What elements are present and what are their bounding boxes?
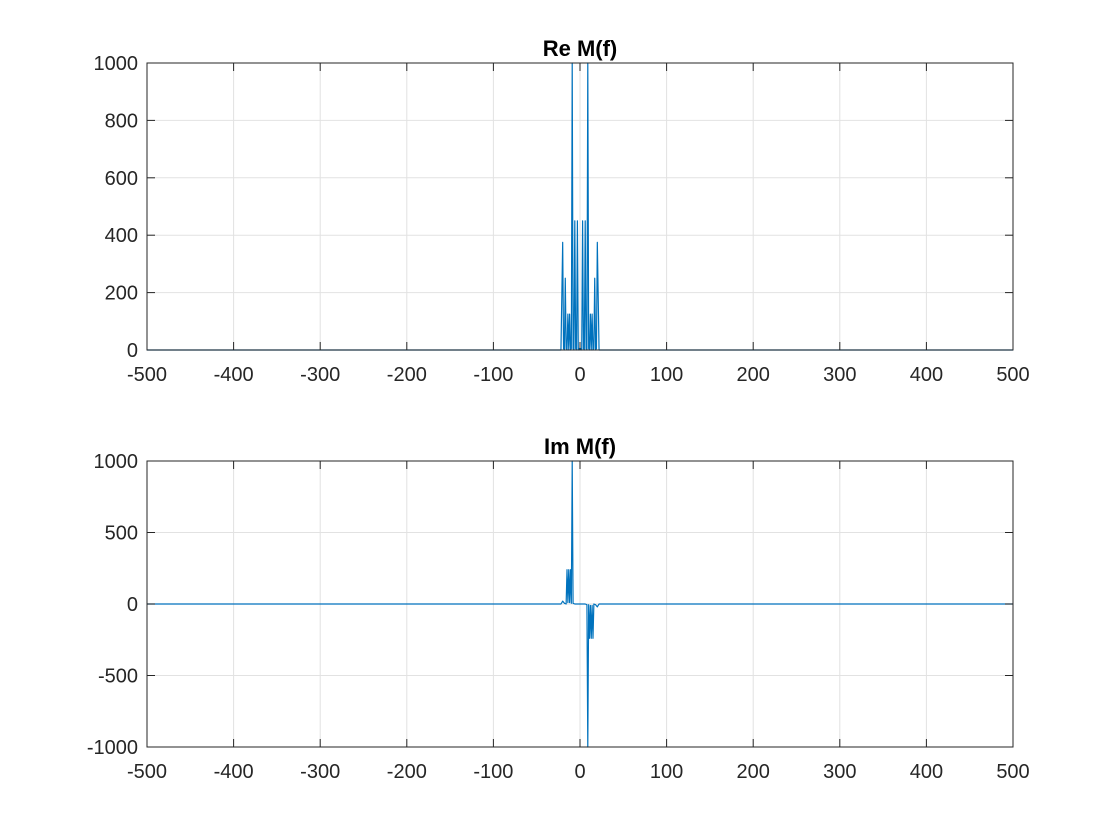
subplot-re-ytick-label: 200 xyxy=(105,283,138,305)
subplot-im-xtick-label: -100 xyxy=(473,761,513,783)
subplot-re-xtick-label: -500 xyxy=(127,364,167,386)
subplot-im-xtick-label: 400 xyxy=(910,761,943,783)
subplot-re-xtick-label: 500 xyxy=(996,364,1029,386)
subplot-im-xtick-label: 200 xyxy=(737,761,770,783)
subplot-re-xtick-label: -200 xyxy=(387,364,427,386)
subplot-im: -500 -400 -300 -200 -100 0 100 200 300 400 500-100… xyxy=(87,434,1030,783)
subplot-re-ytick-label: 0 xyxy=(127,340,138,362)
subplot-im-ytick-label: -1000 xyxy=(87,737,138,759)
subplot-im-ytick-label: 1000 xyxy=(94,451,139,473)
subplot-re-xtick-label: 0 xyxy=(574,364,585,386)
subplot-im-xtick-label: 300 xyxy=(823,761,856,783)
subplot-im-series-line xyxy=(147,460,1013,748)
subplot-im-title: Im M(f) xyxy=(544,434,616,459)
subplot-re-xtick-label: 200 xyxy=(737,364,770,386)
subplot-re-ytick-label: 400 xyxy=(105,225,138,247)
subplot-re-xtick-label: -100 xyxy=(473,364,513,386)
subplot-re-xtick-label: 400 xyxy=(910,364,943,386)
subplot-re-title: Re M(f) xyxy=(543,36,618,61)
subplot-re: -500 -400 -300 -200 -100 0 100 200 300 400 500 0 200… xyxy=(94,36,1030,386)
subplot-im-xtick-label: -500 xyxy=(127,761,167,783)
subplot-re-xtick-label: 300 xyxy=(823,364,856,386)
subplot-re-ytick-label: 800 xyxy=(105,110,138,132)
subplot-re-ytick-label: 600 xyxy=(105,168,138,190)
subplot-re-ytick-label: 1000 xyxy=(94,53,139,75)
subplot-re-xtick-label: -400 xyxy=(214,364,254,386)
subplot-im-xtick-label: 100 xyxy=(650,761,683,783)
subplot-re-xtick-label: 100 xyxy=(650,364,683,386)
subplot-im-xtick-label: -300 xyxy=(300,761,340,783)
subplot-im-ytick-label: -500 xyxy=(98,666,138,688)
subplot-im-xtick-label: -200 xyxy=(387,761,427,783)
subplot-im-ytick-label: 0 xyxy=(127,594,138,616)
subplot-im-ytick-label: 500 xyxy=(105,523,138,545)
subplot-im-xtick-label: 0 xyxy=(574,761,585,783)
subplot-im-xtick-label: 500 xyxy=(996,761,1029,783)
subplot-im-xtick-label: -400 xyxy=(214,761,254,783)
subplot-re-xtick-label: -300 xyxy=(300,364,340,386)
